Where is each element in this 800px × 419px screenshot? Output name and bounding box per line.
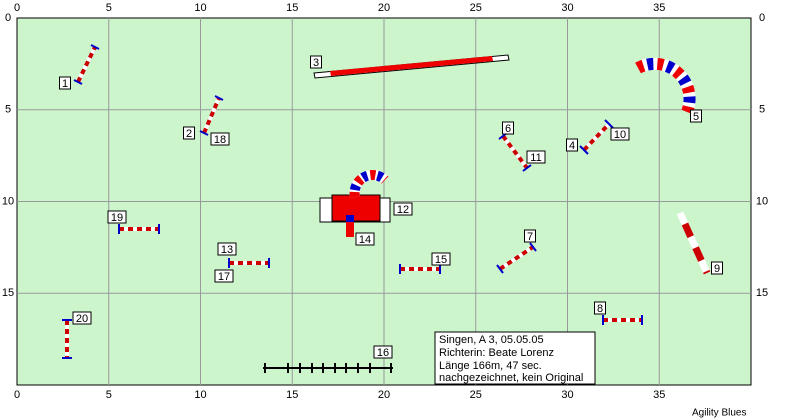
label-text: 20 (76, 313, 88, 325)
label-text: 18 (214, 134, 226, 146)
obstacle-label: 8 (594, 301, 606, 315)
x-label-bottom: 30 (561, 389, 573, 401)
label-box (310, 55, 322, 69)
label-text: 6 (505, 123, 511, 135)
y-label-right: 10 (756, 195, 768, 207)
info-line: Richterin: Beate Lorenz (439, 347, 554, 359)
label-text: 10 (614, 129, 626, 141)
label-box (526, 150, 546, 164)
label-text: 14 (359, 234, 371, 246)
x-label-top: 10 (194, 2, 206, 14)
label-text: 7 (527, 231, 533, 243)
obstacle-label: 5 (690, 109, 702, 123)
obstacle-label: 6 (502, 121, 514, 135)
label-box (217, 242, 237, 256)
info-box (434, 331, 596, 385)
obstacle-label: 1 (59, 76, 71, 90)
x-label-top: 25 (470, 2, 482, 14)
label-box (72, 311, 92, 325)
label-box (210, 132, 230, 146)
label-box (393, 202, 413, 216)
y-label-right: 15 (756, 287, 768, 299)
obstacle-label: 15 (431, 252, 451, 266)
label-box (373, 345, 393, 359)
obstacle-label: 9 (711, 261, 723, 275)
x-label-top: 20 (378, 2, 390, 14)
label-box (524, 229, 536, 243)
info-line: nachgezeichnet, kein Original (439, 372, 583, 384)
y-label-right: 5 (759, 104, 765, 116)
label-box (594, 301, 606, 315)
label-text: 1 (62, 78, 68, 90)
x-label-bottom: 10 (194, 389, 206, 401)
label-text: 15 (435, 254, 447, 266)
footer: Agility Blues (692, 408, 746, 419)
label-text: 5 (693, 111, 699, 123)
label-box (214, 269, 234, 283)
label-box (502, 121, 514, 135)
x-label-top: 35 (653, 2, 665, 14)
y-label-right: 0 (759, 12, 765, 24)
obstacle-label: 7 (524, 229, 536, 243)
y-label-left: 5 (5, 104, 11, 116)
x-label-bottom: 20 (378, 389, 390, 401)
x-label-top: 0 (14, 2, 20, 14)
obstacle-label: 14 (355, 232, 375, 246)
label-text: 16 (377, 347, 389, 359)
y-label-left: 10 (2, 195, 14, 207)
label-box (566, 138, 578, 152)
label-box (107, 210, 127, 224)
obstacle-label: 18 (210, 132, 230, 146)
obstacle-label: 3 (310, 55, 322, 69)
obstacle-label: 16 (373, 345, 393, 359)
y-label-left: 0 (5, 12, 11, 24)
obstacle-label: 4 (566, 138, 578, 152)
obstacle-label: 19 (107, 210, 127, 224)
label-box (431, 252, 451, 266)
obstacle-label: 11 (526, 150, 546, 164)
label-box (690, 109, 702, 123)
x-label-bottom: 15 (286, 389, 298, 401)
x-label-bottom: 35 (653, 389, 665, 401)
label-box (59, 76, 71, 90)
x-label-top: 15 (286, 2, 298, 14)
label-text: 4 (569, 140, 575, 152)
x-label-top: 30 (561, 2, 573, 14)
label-box (711, 261, 723, 275)
x-label-bottom: 25 (470, 389, 482, 401)
obstacle-label: 12 (393, 202, 413, 216)
label-box (610, 127, 630, 141)
obstacle-label: 20 (72, 311, 92, 325)
label-text: 3 (313, 57, 319, 69)
info-line: Länge 166m, 47 sec. (439, 360, 542, 372)
obstacle-label: 13 (217, 242, 237, 256)
obstacles (62, 44, 711, 373)
label-box (183, 126, 195, 140)
label-text: 12 (397, 204, 409, 216)
label-text: 8 (597, 303, 603, 315)
label-box (355, 232, 375, 246)
info-line: Singen, A 3, 05.05.05 (439, 334, 544, 346)
label-text: 17 (218, 271, 230, 283)
y-label-left: 15 (2, 287, 14, 299)
label-text: 19 (111, 212, 123, 224)
label-text: 13 (221, 244, 233, 256)
obstacle-label: 17 (214, 269, 234, 283)
x-label-bottom: 0 (14, 389, 20, 401)
label-text: 9 (714, 263, 720, 275)
x-label-bottom: 5 (106, 389, 112, 401)
label-text: 11 (530, 152, 541, 164)
obstacle-label: 10 (610, 127, 630, 141)
x-label-top: 5 (106, 2, 112, 14)
obstacle-label: 2 (183, 126, 195, 140)
label-text: 2 (186, 128, 192, 140)
